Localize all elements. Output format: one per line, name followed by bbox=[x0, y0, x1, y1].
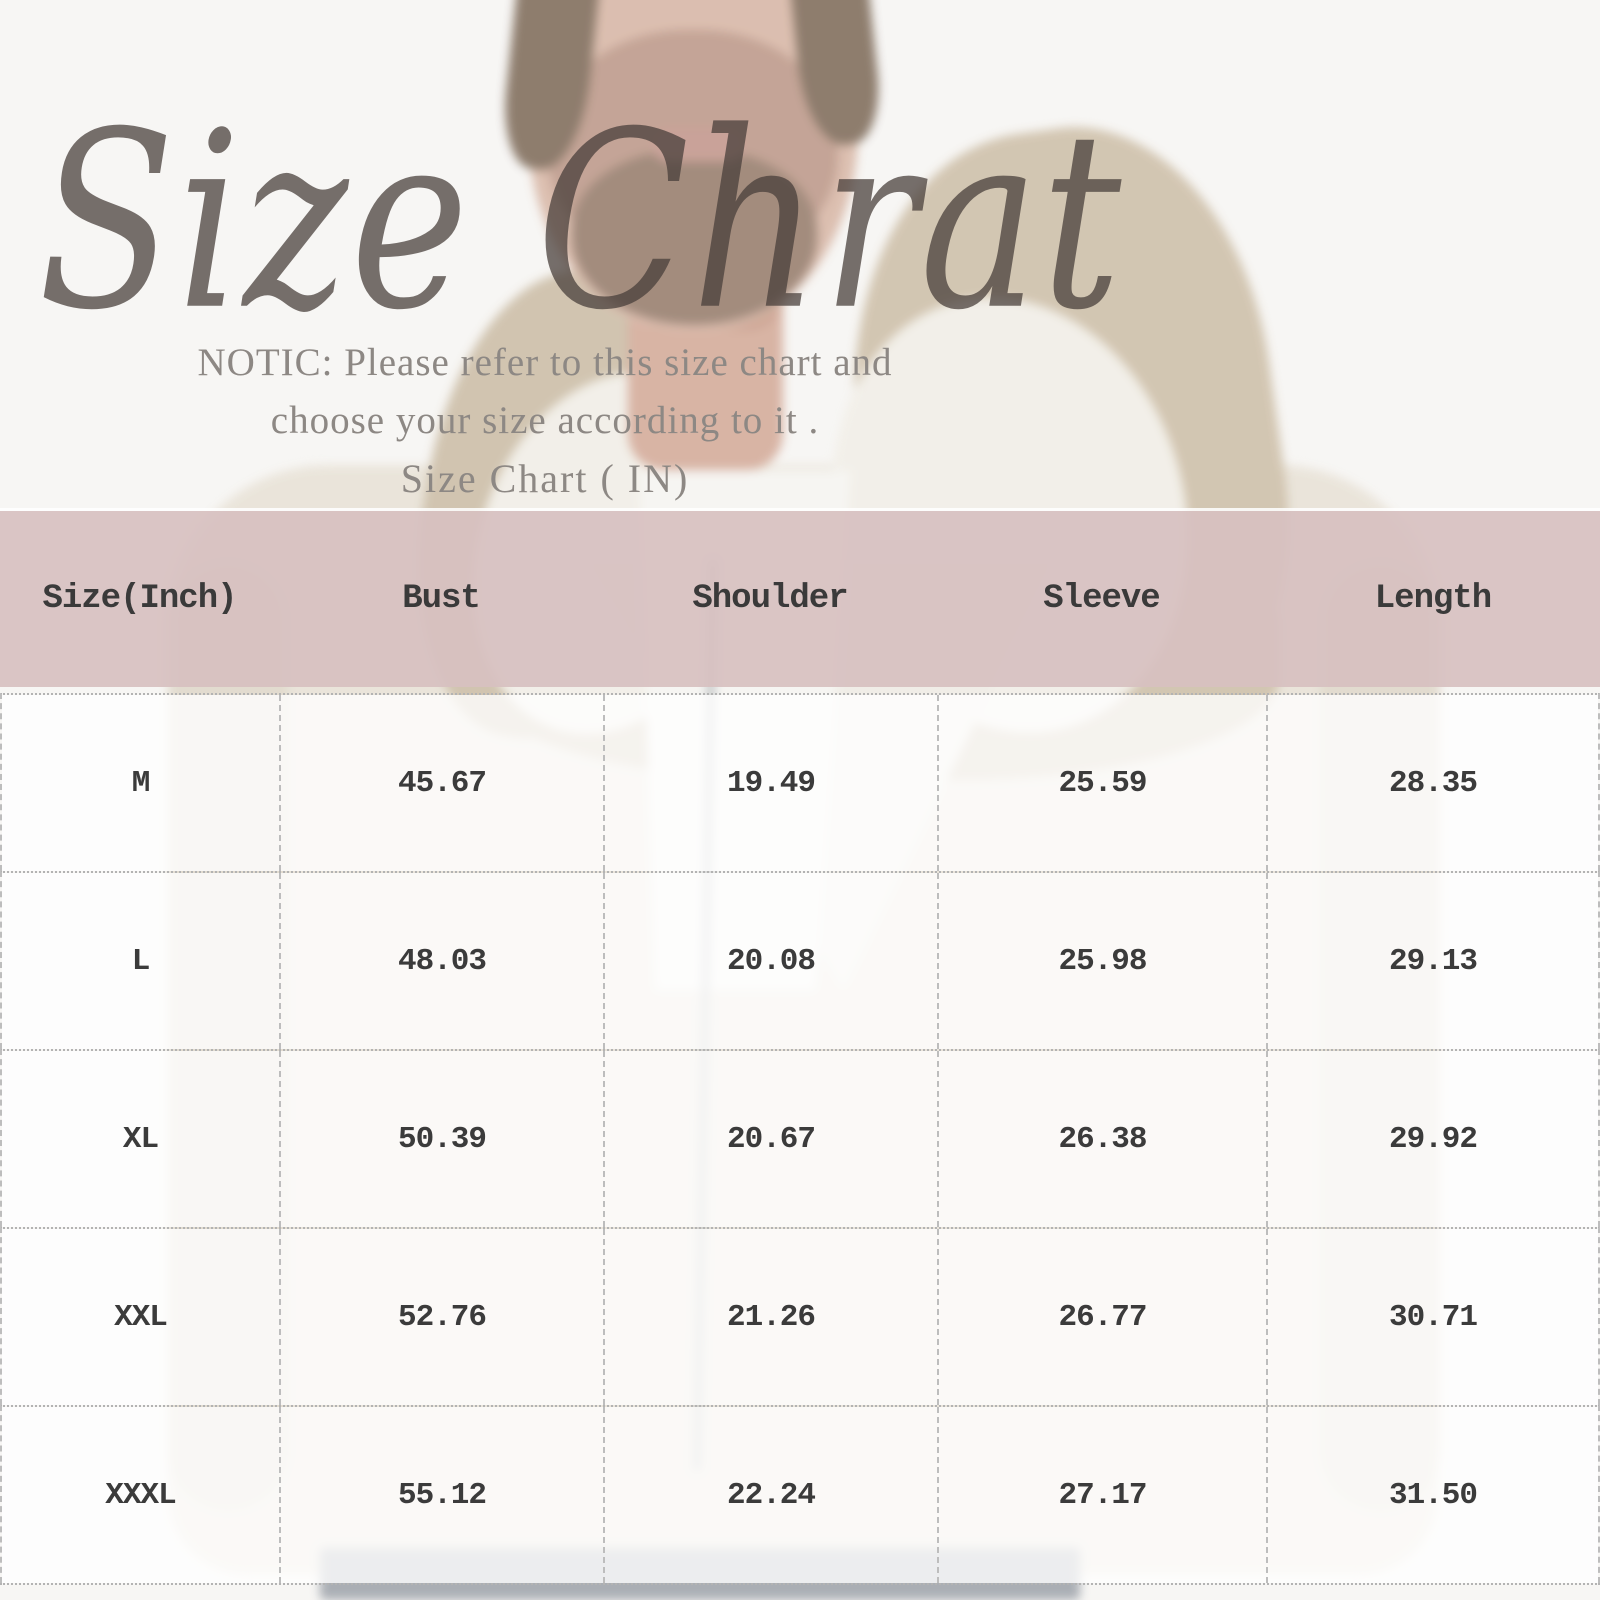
length-value: 31.50 bbox=[1266, 1407, 1598, 1583]
length-value: 30.71 bbox=[1266, 1229, 1598, 1405]
table-row: XXL 52.76 21.26 26.77 30.71 bbox=[0, 1227, 1600, 1405]
notice-line-2: choose your size according to it . bbox=[270, 399, 820, 442]
bust-value: 55.12 bbox=[279, 1407, 603, 1583]
header-sleeve: Sleeve bbox=[1043, 580, 1160, 618]
notice-line-3: Size Chart ( IN) bbox=[400, 456, 690, 501]
bust-value: 48.03 bbox=[279, 873, 603, 1049]
shoulder-value: 22.24 bbox=[603, 1407, 937, 1583]
sleeve-value: 26.77 bbox=[937, 1229, 1266, 1405]
size-label: XXL bbox=[2, 1229, 279, 1405]
notice-block: NOTIC: Please refer to this size chart a… bbox=[0, 334, 1090, 508]
table-row: M 45.67 19.49 25.59 28.35 bbox=[0, 693, 1600, 871]
length-value: 29.13 bbox=[1266, 873, 1598, 1049]
table-body: M 45.67 19.49 25.59 28.35 L 48.03 20.08 … bbox=[0, 693, 1600, 1585]
size-label: XL bbox=[2, 1051, 279, 1227]
header-bust: Bust bbox=[402, 580, 481, 618]
size-label: XXXL bbox=[2, 1407, 279, 1583]
table-row: L 48.03 20.08 25.98 29.13 bbox=[0, 871, 1600, 1049]
sleeve-value: 26.38 bbox=[937, 1051, 1266, 1227]
header-size: Size(Inch) bbox=[42, 580, 237, 618]
shoulder-value: 19.49 bbox=[603, 695, 937, 871]
table-row: XL 50.39 20.67 26.38 29.92 bbox=[0, 1049, 1600, 1227]
shoulder-value: 20.08 bbox=[603, 873, 937, 1049]
length-value: 29.92 bbox=[1266, 1051, 1598, 1227]
shoulder-value: 21.26 bbox=[603, 1229, 937, 1405]
table-row: XXXL 55.12 22.24 27.17 31.50 bbox=[0, 1405, 1600, 1583]
table-header-row: Size(Inch) Bust Shoulder Sleeve Length bbox=[0, 511, 1600, 687]
shoulder-value: 20.67 bbox=[603, 1051, 937, 1227]
header-length: Length bbox=[1374, 580, 1492, 618]
model-lips-shape bbox=[652, 128, 744, 162]
sleeve-value: 27.17 bbox=[937, 1407, 1266, 1583]
page-title: Size Chrat bbox=[38, 80, 1124, 365]
model-beard-shape bbox=[572, 150, 817, 325]
bust-value: 45.67 bbox=[279, 695, 603, 871]
sleeve-value: 25.59 bbox=[937, 695, 1266, 871]
bust-value: 52.76 bbox=[279, 1229, 603, 1405]
header-shoulder: Shoulder bbox=[692, 580, 848, 618]
length-value: 28.35 bbox=[1266, 695, 1598, 871]
size-table: Size(Inch) Bust Shoulder Sleeve Length M… bbox=[0, 511, 1600, 1585]
sleeve-value: 25.98 bbox=[937, 873, 1266, 1049]
size-label: L bbox=[2, 873, 279, 1049]
size-label: M bbox=[2, 695, 279, 871]
notice-line-1: NOTIC: Please refer to this size chart a… bbox=[197, 341, 893, 384]
bust-value: 50.39 bbox=[279, 1051, 603, 1227]
